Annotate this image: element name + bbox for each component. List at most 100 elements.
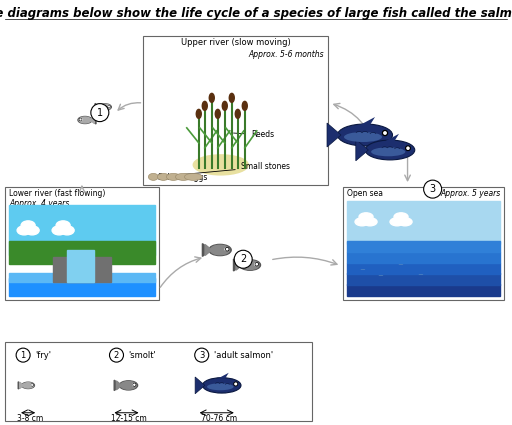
Text: 1: 1: [20, 351, 26, 360]
Ellipse shape: [21, 221, 35, 230]
Ellipse shape: [209, 244, 231, 255]
Text: Lower river (fast flowing): Lower river (fast flowing): [9, 189, 105, 198]
Polygon shape: [90, 116, 94, 123]
Circle shape: [80, 119, 81, 120]
Polygon shape: [18, 382, 23, 389]
Polygon shape: [327, 123, 341, 147]
Polygon shape: [97, 104, 100, 110]
Ellipse shape: [344, 132, 382, 142]
Ellipse shape: [175, 173, 191, 180]
Text: 3: 3: [430, 184, 436, 194]
Ellipse shape: [202, 102, 207, 111]
Circle shape: [384, 132, 386, 134]
Bar: [9, 205, 155, 255]
Circle shape: [31, 384, 33, 386]
Circle shape: [407, 147, 409, 149]
Ellipse shape: [193, 155, 248, 175]
Polygon shape: [233, 259, 241, 271]
Bar: [347, 273, 500, 285]
Polygon shape: [205, 244, 212, 255]
Circle shape: [134, 384, 135, 385]
Text: Approx. 4 years: Approx. 4 years: [9, 199, 69, 208]
Ellipse shape: [119, 381, 138, 390]
Ellipse shape: [363, 218, 377, 226]
Ellipse shape: [25, 226, 39, 235]
Polygon shape: [386, 134, 399, 141]
Circle shape: [235, 383, 237, 385]
Circle shape: [255, 263, 258, 265]
Ellipse shape: [209, 94, 215, 102]
Text: Reeds: Reeds: [233, 130, 274, 139]
Polygon shape: [236, 260, 242, 270]
Polygon shape: [116, 381, 122, 390]
Circle shape: [108, 106, 110, 108]
Circle shape: [32, 384, 33, 385]
Circle shape: [80, 119, 82, 120]
Text: ~: ~: [417, 272, 423, 278]
Ellipse shape: [229, 94, 234, 102]
Ellipse shape: [210, 245, 229, 255]
Polygon shape: [218, 373, 229, 378]
Circle shape: [108, 106, 109, 107]
Circle shape: [225, 248, 227, 250]
Ellipse shape: [78, 116, 92, 124]
Circle shape: [423, 180, 442, 198]
Text: 3: 3: [199, 351, 204, 360]
Ellipse shape: [337, 124, 393, 146]
Ellipse shape: [148, 173, 158, 180]
Ellipse shape: [184, 173, 202, 180]
Circle shape: [79, 119, 81, 120]
Ellipse shape: [23, 382, 33, 388]
Text: 2: 2: [240, 254, 246, 264]
Circle shape: [226, 248, 228, 250]
Ellipse shape: [240, 260, 261, 270]
Polygon shape: [19, 382, 24, 388]
Ellipse shape: [202, 378, 241, 393]
Polygon shape: [195, 377, 205, 394]
Ellipse shape: [207, 383, 233, 390]
Circle shape: [195, 348, 209, 362]
Polygon shape: [91, 116, 96, 124]
Text: Upper river (slow moving): Upper river (slow moving): [181, 38, 290, 47]
Text: 'adult salmon': 'adult salmon': [214, 351, 273, 360]
Text: Open sea: Open sea: [347, 189, 383, 198]
Ellipse shape: [242, 102, 247, 111]
Text: ~: ~: [359, 267, 365, 273]
Circle shape: [226, 249, 228, 250]
Bar: [143, 36, 328, 185]
Ellipse shape: [99, 104, 111, 110]
Bar: [343, 187, 504, 300]
Bar: [347, 201, 500, 244]
Text: 70-76 cm: 70-76 cm: [201, 414, 237, 423]
Ellipse shape: [241, 261, 259, 269]
Polygon shape: [356, 139, 369, 161]
Circle shape: [255, 264, 257, 265]
Circle shape: [255, 263, 258, 266]
Ellipse shape: [17, 226, 31, 235]
Circle shape: [234, 382, 238, 386]
Ellipse shape: [355, 218, 369, 226]
Ellipse shape: [100, 104, 111, 110]
Ellipse shape: [22, 382, 34, 388]
Polygon shape: [360, 117, 375, 125]
Bar: [68, 250, 94, 282]
Ellipse shape: [52, 226, 66, 235]
Circle shape: [16, 348, 30, 362]
Ellipse shape: [236, 109, 240, 119]
Circle shape: [382, 130, 388, 136]
Ellipse shape: [390, 218, 404, 226]
Circle shape: [133, 383, 136, 386]
Circle shape: [133, 384, 134, 385]
Circle shape: [109, 106, 110, 107]
Polygon shape: [95, 103, 100, 110]
Bar: [9, 278, 155, 296]
Circle shape: [256, 264, 258, 265]
Circle shape: [234, 250, 252, 268]
Ellipse shape: [121, 382, 136, 389]
Circle shape: [109, 106, 110, 107]
Text: 'smolt': 'smolt': [129, 351, 156, 360]
Text: The diagrams below show the life cycle of a species of large fish called the sal: The diagrams below show the life cycle o…: [0, 7, 512, 20]
Circle shape: [80, 119, 81, 120]
Circle shape: [406, 146, 410, 150]
Ellipse shape: [359, 213, 373, 221]
